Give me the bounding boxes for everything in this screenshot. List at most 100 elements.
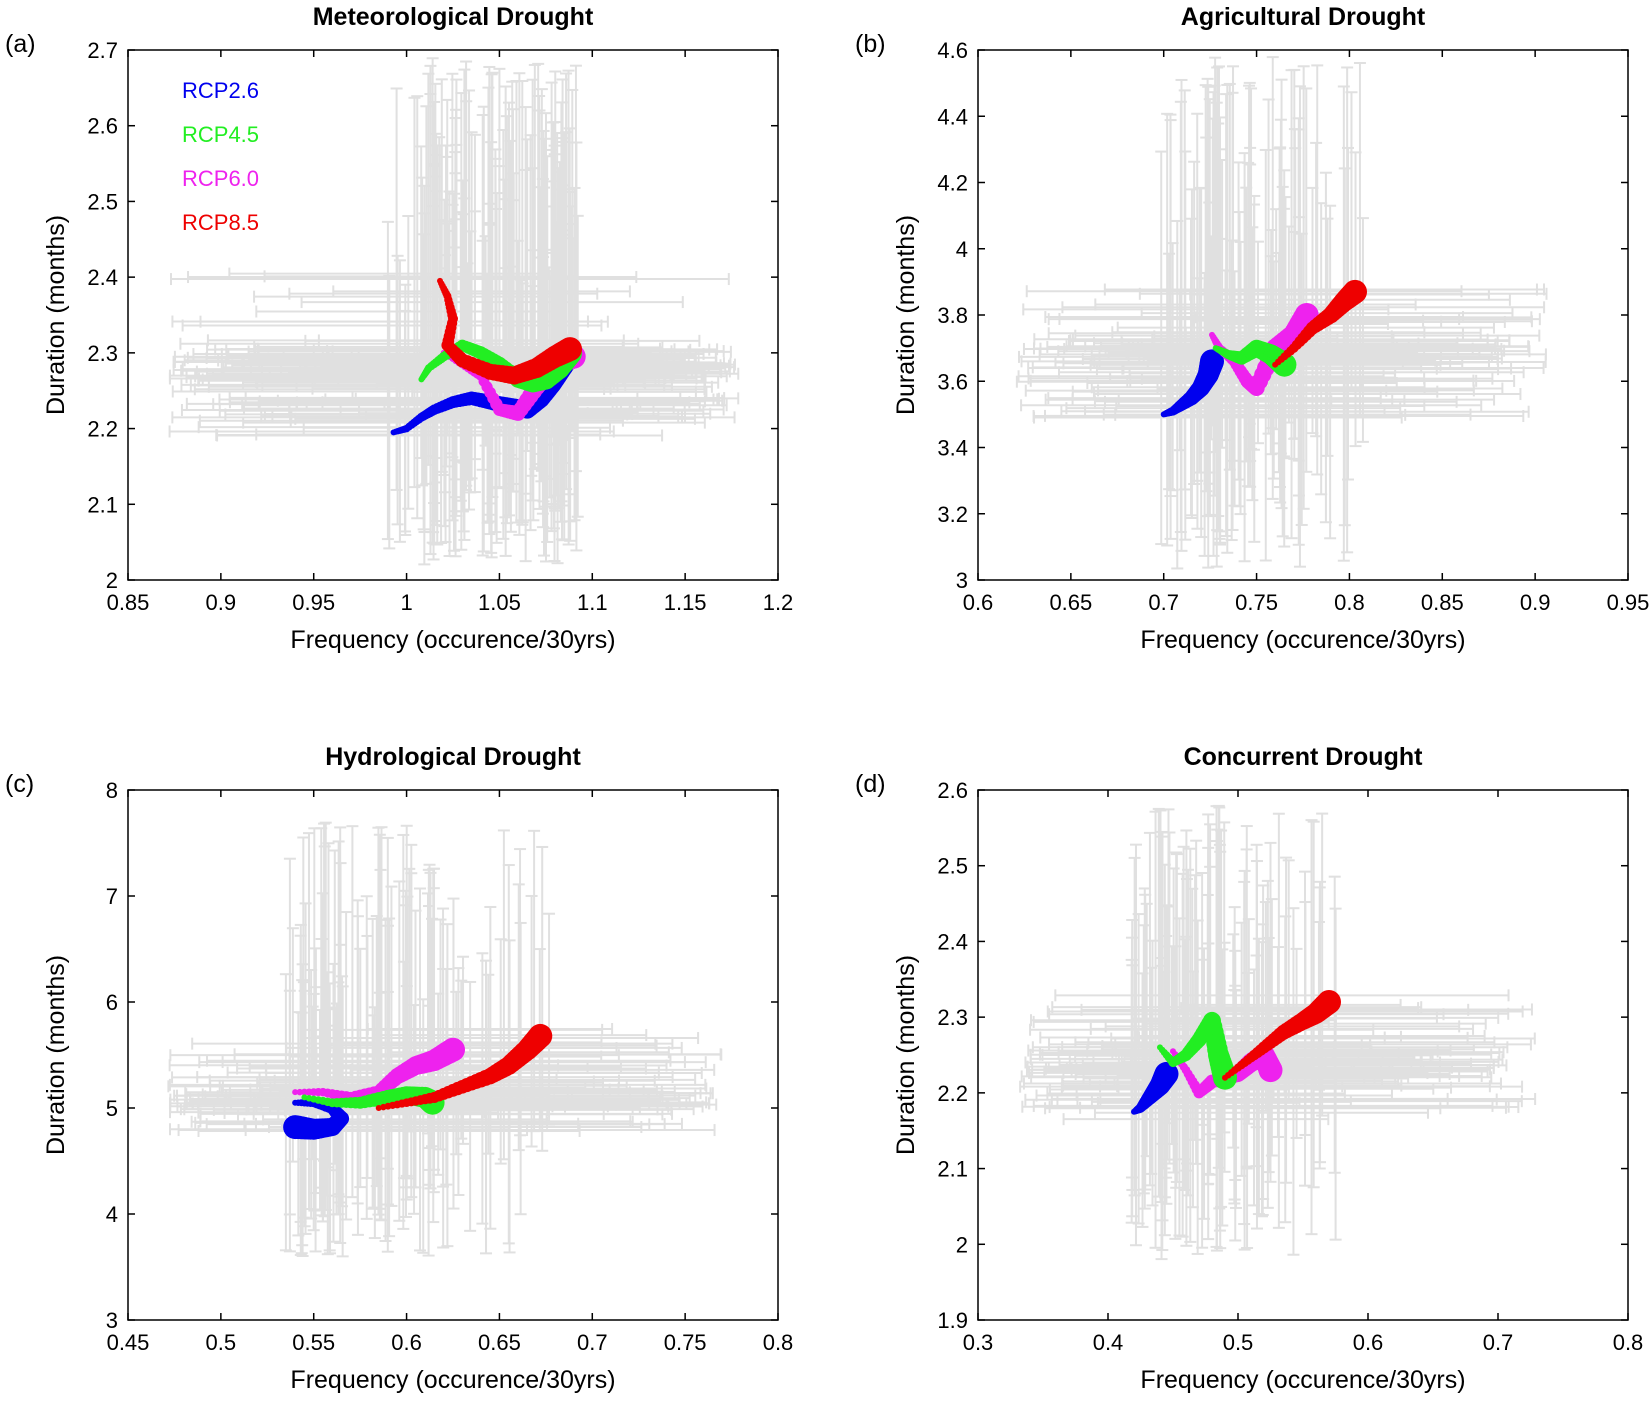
plot-area (167, 821, 723, 1258)
x-tick-label: 0.6 (963, 590, 994, 615)
data-point (1200, 349, 1224, 374)
data-point (558, 337, 582, 362)
y-tick-label: 1.9 (937, 1308, 968, 1333)
x-axis-label: Frequency (occurence/30yrs) (290, 626, 615, 654)
series-rcp85 (375, 1023, 553, 1111)
x-tick-label: 0.55 (292, 1330, 335, 1355)
chart-title: Hydrological Drought (325, 743, 581, 771)
x-tick-label: 0.85 (107, 590, 150, 615)
series-rcp26 (283, 1098, 350, 1140)
chart-title: Agricultural Drought (1181, 3, 1426, 31)
legend-entry: RCP6.0 (182, 166, 259, 191)
data-point (441, 1037, 465, 1062)
y-tick-label: 2.7 (87, 38, 118, 63)
panel-2: 0.45 0.5 0.55 0.6 0.65 0.7 0.75 0.8 3 4 5 6 7 8 Hydrol… (5, 743, 793, 1394)
data-point (296, 1088, 303, 1096)
y-axis-label: Duration (months) (42, 955, 70, 1155)
x-tick-label: 0.75 (1235, 590, 1278, 615)
x-tick-label: 0.45 (107, 1330, 150, 1355)
errorbars (168, 57, 740, 566)
x-tick-label: 0.95 (292, 590, 335, 615)
data-point (1258, 1058, 1283, 1083)
plot-area (1015, 56, 1548, 570)
data-point (1154, 1061, 1179, 1086)
y-tick-label: 2 (106, 568, 118, 593)
y-axis-label: Duration (months) (892, 955, 920, 1155)
y-tick-label: 4.2 (937, 171, 968, 196)
series-rcp45 (1157, 1011, 1237, 1090)
y-tick-label: 6 (106, 990, 118, 1015)
x-tick-label: 0.9 (1520, 590, 1551, 615)
x-tick-label: 0.7 (1148, 590, 1179, 615)
panel-label: (d) (855, 770, 886, 798)
y-axis-label: Duration (months) (892, 215, 920, 415)
plot-area (1019, 804, 1537, 1261)
panel-label: (c) (5, 770, 34, 798)
y-tick-label: 3.4 (937, 436, 968, 461)
y-tick-label: 2.4 (937, 929, 968, 954)
x-tick-label: 1.2 (763, 590, 794, 615)
y-tick-label: 3.6 (937, 369, 968, 394)
x-tick-label: 0.8 (1613, 1330, 1644, 1355)
errorbars (1015, 56, 1548, 570)
series-rcp85 (1222, 990, 1341, 1081)
x-tick-label: 0.3 (963, 1330, 994, 1355)
legend-entry: RCP2.6 (182, 78, 259, 103)
x-axis-label: Frequency (occurence/30yrs) (1140, 626, 1465, 654)
y-tick-label: 2.1 (937, 1157, 968, 1182)
x-tick-label: 0.6 (391, 1330, 422, 1355)
x-tick-label: 0.4 (1093, 1330, 1124, 1355)
y-tick-label: 4.4 (937, 104, 968, 129)
axes-box (127, 789, 779, 1321)
y-tick-label: 3.8 (937, 303, 968, 328)
x-tick-label: 1.05 (478, 590, 521, 615)
y-tick-label: 2 (956, 1232, 968, 1257)
errorbars (167, 821, 723, 1258)
x-tick-label: 0.65 (1049, 590, 1092, 615)
data-point (1343, 279, 1367, 304)
series-rcp45 (1212, 339, 1297, 377)
y-tick-label: 2.6 (937, 778, 968, 803)
plot-area (168, 57, 740, 566)
x-tick-label: 1 (400, 590, 412, 615)
x-tick-label: 0.9 (206, 590, 237, 615)
x-tick-label: 0.8 (1334, 590, 1365, 615)
x-tick-label: 0.95 (1607, 590, 1650, 615)
y-tick-label: 4 (106, 1202, 118, 1227)
data-point (528, 1023, 553, 1048)
panel-1: 0.6 0.65 0.7 0.75 0.8 0.85 0.9 0.95 3 3.2 3.4 3.6 3.… (855, 3, 1649, 654)
y-tick-label: 7 (106, 884, 118, 909)
y-axis-label: Duration (months) (42, 215, 70, 415)
y-tick-label: 4 (956, 237, 968, 262)
legend: RCP2.6 RCP4.5 RCP6.0 RCP8.5 (182, 78, 259, 235)
x-tick-label: 0.7 (577, 1330, 608, 1355)
panel-label: (b) (855, 30, 886, 58)
panel-label: (a) (5, 30, 36, 58)
y-tick-label: 2.6 (87, 114, 118, 139)
y-tick-label: 2.2 (937, 1081, 968, 1106)
axes-box (977, 789, 1629, 1321)
x-axis-label: Frequency (occurence/30yrs) (1140, 1366, 1465, 1394)
chart-title: Meteorological Drought (313, 3, 594, 31)
legend-entry: RCP8.5 (182, 210, 259, 235)
y-tick-label: 2.3 (87, 341, 118, 366)
x-tick-label: 0.65 (478, 1330, 521, 1355)
series-rcp26 (1131, 1061, 1179, 1115)
y-tick-label: 2.1 (87, 492, 118, 517)
series-rcp26 (1160, 349, 1224, 418)
series-rcp85 (1272, 279, 1367, 368)
panel-0: 0.85 0.9 0.95 1 1.05 1.1 1.15 1.2 2 2.1 2.2 2.3 2.4 2… (5, 3, 793, 654)
x-tick-label: 0.7 (1483, 1330, 1514, 1355)
y-tick-label: 2.3 (937, 1005, 968, 1030)
y-tick-label: 3.2 (937, 502, 968, 527)
x-tick-label: 0.6 (1353, 1330, 1384, 1355)
y-tick-label: 2.4 (87, 265, 118, 290)
panel-3: 0.3 0.4 0.5 0.6 0.7 0.8 1.9 2 2.1 2.2 2.3 2.4 2.5 2.6… (855, 743, 1643, 1394)
y-tick-label: 4.6 (937, 38, 968, 63)
y-tick-label: 5 (106, 1096, 118, 1121)
x-tick-label: 0.5 (206, 1330, 237, 1355)
y-tick-label: 3 (956, 568, 968, 593)
x-tick-label: 0.75 (664, 1330, 707, 1355)
x-tick-label: 1.15 (664, 590, 707, 615)
